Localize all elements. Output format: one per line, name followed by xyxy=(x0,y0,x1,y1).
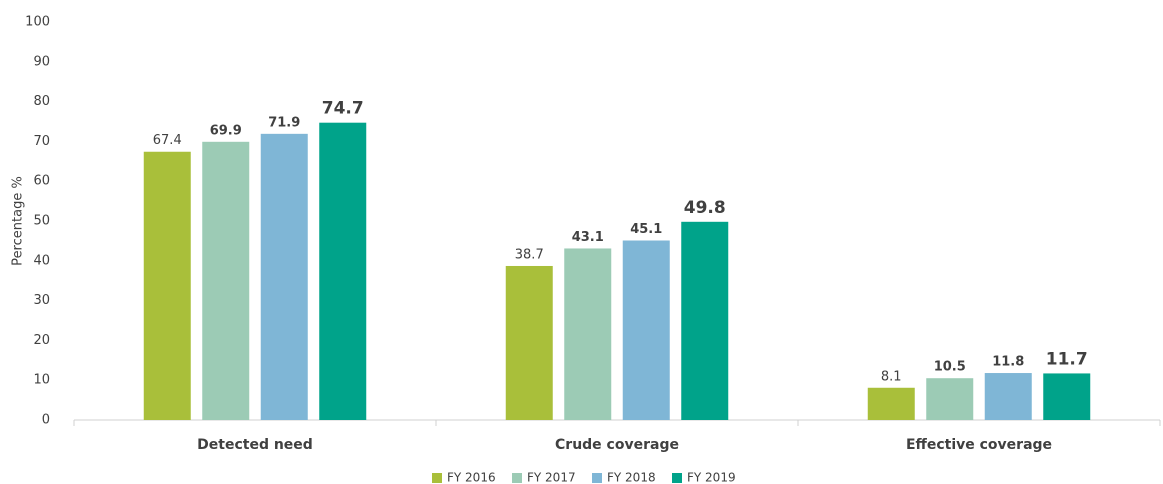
data-label: 11.7 xyxy=(1046,349,1088,369)
bar xyxy=(319,122,367,420)
data-label: 10.5 xyxy=(934,360,966,375)
legend-label: FY 2016 xyxy=(447,471,496,484)
bar xyxy=(867,387,915,420)
bar xyxy=(984,373,1032,420)
data-label: 8.1 xyxy=(881,369,902,384)
data-label: 71.9 xyxy=(268,115,300,130)
bar xyxy=(143,151,191,421)
y-axis-label: Percentage % xyxy=(11,176,26,266)
y-tick-label: 20 xyxy=(33,333,50,348)
legend-swatch xyxy=(592,473,602,483)
bar xyxy=(505,265,553,420)
y-tick-label: 40 xyxy=(33,253,50,268)
bar xyxy=(564,248,612,420)
legend-swatch xyxy=(512,473,522,483)
data-label: 45.1 xyxy=(630,222,662,237)
legend-label: FY 2019 xyxy=(687,471,736,484)
bar xyxy=(622,240,670,420)
y-tick-label: 10 xyxy=(33,373,50,388)
bar xyxy=(681,221,729,420)
x-tick-label: Effective coverage xyxy=(906,437,1052,453)
bar xyxy=(202,141,250,420)
y-tick-label: 80 xyxy=(33,94,50,109)
x-tick-label: Crude coverage xyxy=(555,437,679,453)
data-label: 11.8 xyxy=(992,355,1024,370)
y-tick-label: 60 xyxy=(33,174,50,189)
data-label: 67.4 xyxy=(153,133,182,148)
y-tick-label: 90 xyxy=(33,54,50,69)
legend-label: FY 2018 xyxy=(607,471,656,484)
y-tick-label: 100 xyxy=(25,15,50,30)
x-tick-label: Detected need xyxy=(197,437,313,453)
y-tick-label: 30 xyxy=(33,293,50,308)
data-label: 38.7 xyxy=(515,247,544,262)
data-label: 69.9 xyxy=(210,123,242,138)
data-label: 49.8 xyxy=(684,198,726,218)
legend-swatch xyxy=(432,473,442,483)
y-tick-label: 70 xyxy=(33,134,50,149)
bar xyxy=(260,133,308,420)
data-label: 74.7 xyxy=(322,99,364,119)
legend-swatch xyxy=(672,473,682,483)
legend-label: FY 2017 xyxy=(527,471,576,484)
y-tick-label: 0 xyxy=(42,413,50,428)
bar xyxy=(1043,373,1091,420)
data-label: 43.1 xyxy=(572,230,604,245)
y-tick-label: 50 xyxy=(33,214,50,229)
bar xyxy=(926,378,974,420)
